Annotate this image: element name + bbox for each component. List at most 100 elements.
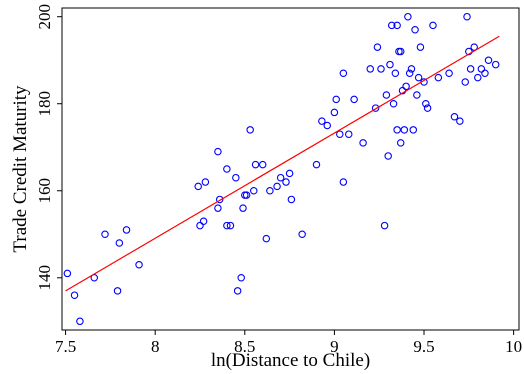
data-point-71 bbox=[409, 126, 418, 134]
data-point-6 bbox=[113, 287, 122, 295]
data-point-83 bbox=[456, 117, 464, 125]
data-point-64 bbox=[396, 139, 405, 147]
data-point-29 bbox=[258, 160, 267, 169]
data-point-26 bbox=[246, 126, 254, 134]
data-point-59 bbox=[391, 69, 400, 78]
data-point-1 bbox=[63, 269, 72, 278]
x-tick-label-4: 9 bbox=[330, 337, 339, 356]
y-tick-label-1: 140 bbox=[35, 265, 54, 291]
data-point-80 bbox=[434, 73, 443, 82]
fit-line bbox=[65, 35, 500, 292]
y-axis-label: Trade Credit Maturity bbox=[10, 85, 31, 253]
x-tick-label-6: 10 bbox=[505, 337, 522, 356]
data-point-44 bbox=[339, 69, 348, 78]
data-point-37 bbox=[298, 230, 306, 239]
data-point-28 bbox=[251, 160, 260, 169]
data-point-78 bbox=[423, 104, 432, 112]
x-axis-label: ln(Distance to Chile) bbox=[211, 350, 370, 371]
data-point-51 bbox=[373, 43, 382, 51]
data-point-9 bbox=[135, 260, 143, 269]
data-point-42 bbox=[332, 95, 340, 104]
data-point-12 bbox=[199, 217, 208, 225]
data-point-85 bbox=[463, 12, 471, 21]
data-point-60 bbox=[393, 126, 401, 134]
data-point-93 bbox=[491, 60, 500, 69]
data-point-48 bbox=[359, 139, 367, 147]
data-point-72 bbox=[411, 26, 419, 34]
data-point-21 bbox=[233, 287, 242, 295]
data-point-92 bbox=[484, 56, 493, 64]
data-point-63 bbox=[396, 47, 405, 56]
data-point-41 bbox=[330, 108, 339, 117]
data-point-46 bbox=[344, 130, 353, 138]
data-point-68 bbox=[404, 12, 412, 21]
plot-area bbox=[63, 12, 500, 326]
data-point-27 bbox=[250, 187, 258, 195]
data-point-55 bbox=[384, 152, 392, 160]
plot-frame bbox=[61, 7, 520, 331]
data-point-47 bbox=[350, 95, 358, 104]
data-point-49 bbox=[366, 65, 375, 73]
data-point-43 bbox=[336, 130, 344, 138]
data-point-16 bbox=[215, 195, 224, 204]
data-point-5 bbox=[101, 230, 109, 239]
x-tick-label-1: 7.5 bbox=[55, 337, 76, 356]
data-point-75 bbox=[416, 43, 425, 51]
data-point-79 bbox=[429, 21, 437, 30]
data-point-17 bbox=[223, 165, 231, 173]
data-point-89 bbox=[474, 73, 482, 82]
data-point-81 bbox=[445, 69, 453, 78]
data-point-82 bbox=[450, 113, 459, 121]
data-point-84 bbox=[461, 78, 469, 86]
data-point-50 bbox=[371, 104, 380, 112]
data-point-77 bbox=[422, 99, 430, 108]
data-point-32 bbox=[273, 182, 281, 191]
data-point-53 bbox=[380, 221, 389, 230]
data-point-73 bbox=[413, 91, 421, 99]
data-point-70 bbox=[407, 65, 416, 73]
data-point-69 bbox=[405, 69, 414, 78]
data-point-74 bbox=[414, 73, 423, 82]
x-tick-label-3: 8.5 bbox=[234, 337, 255, 356]
data-point-20 bbox=[232, 173, 240, 182]
data-point-11 bbox=[196, 221, 204, 230]
data-point-66 bbox=[400, 126, 409, 134]
data-point-61 bbox=[393, 21, 401, 30]
data-point-40 bbox=[323, 121, 331, 130]
data-point-31 bbox=[266, 187, 274, 195]
data-point-54 bbox=[382, 91, 391, 99]
axis-ticks: 7.5 8 8.5 9 9.5 10 140 160 180 200 bbox=[35, 4, 522, 356]
data-point-10 bbox=[194, 182, 202, 191]
data-point-7 bbox=[115, 239, 124, 247]
data-point-35 bbox=[285, 169, 294, 178]
data-point-34 bbox=[282, 178, 290, 186]
x-tick-label-5: 9.5 bbox=[413, 337, 434, 356]
data-point-18 bbox=[223, 221, 231, 230]
data-point-23 bbox=[239, 204, 247, 212]
data-point-19 bbox=[226, 221, 235, 230]
y-tick-label-4: 200 bbox=[35, 4, 54, 30]
data-point-39 bbox=[318, 117, 326, 125]
data-point-56 bbox=[386, 60, 394, 69]
data-point-8 bbox=[122, 226, 131, 234]
data-point-15 bbox=[214, 204, 222, 212]
data-point-38 bbox=[312, 160, 321, 169]
data-point-14 bbox=[214, 147, 222, 156]
data-point-22 bbox=[237, 274, 245, 282]
x-tick-label-2: 8 bbox=[151, 337, 160, 356]
data-point-91 bbox=[481, 69, 489, 78]
data-point-67 bbox=[402, 82, 410, 91]
data-point-57 bbox=[388, 21, 396, 30]
data-point-90 bbox=[477, 65, 486, 73]
data-point-30 bbox=[262, 234, 271, 243]
data-point-52 bbox=[377, 65, 385, 73]
data-point-3 bbox=[76, 317, 84, 326]
data-point-36 bbox=[287, 195, 296, 204]
data-point-25 bbox=[242, 191, 251, 199]
data-point-45 bbox=[339, 178, 348, 186]
y-tick-label-3: 180 bbox=[35, 91, 54, 117]
y-tick-label-2: 160 bbox=[35, 178, 54, 204]
data-point-58 bbox=[389, 99, 398, 108]
